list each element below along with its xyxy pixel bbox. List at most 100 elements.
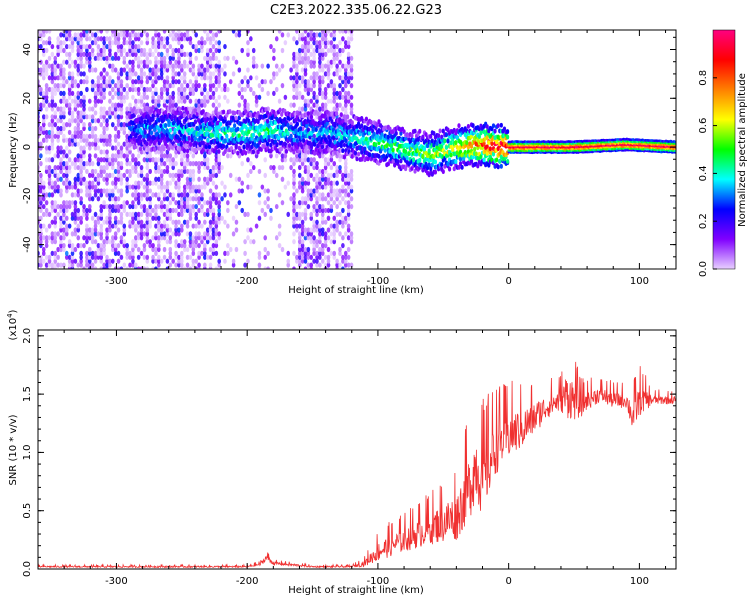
spectrogram-cell — [165, 188, 170, 194]
spectrogram-cell — [87, 43, 92, 50]
spectrogram-cell — [93, 32, 98, 38]
spectrogram-cell — [67, 36, 72, 42]
spectrogram-cell — [76, 63, 81, 69]
spectrogram-cell — [113, 196, 118, 202]
spectrogram-cell — [320, 196, 325, 202]
spectrogram-cell — [234, 227, 239, 233]
spectrogram-cell — [211, 242, 216, 249]
spectrogram-cell — [85, 168, 89, 175]
spectrogram-cell — [208, 59, 213, 65]
spectrogram-cell — [188, 235, 193, 241]
spectrogram-cell — [136, 180, 141, 186]
spectrogram-cell — [297, 83, 302, 89]
spectrogram-cell — [180, 192, 184, 198]
spectrogram-cell — [168, 153, 173, 159]
spectrogram-cell — [338, 157, 342, 163]
spectrogram-cell — [133, 102, 138, 108]
spectrogram-cell — [79, 71, 83, 77]
spectrogram-cell — [70, 36, 75, 42]
spectrogram-cell — [139, 211, 144, 217]
spectrogram-cell — [217, 30, 222, 34]
spectrogram-cell — [87, 145, 92, 151]
spectrogram-cell — [295, 63, 299, 69]
spectrogram-cell — [70, 200, 75, 206]
spectrogram-cell — [64, 102, 69, 108]
spectrogram-cell — [300, 200, 305, 206]
spectrogram-cell — [39, 172, 43, 178]
spectrogram-cell — [79, 258, 83, 264]
spectrogram-cell — [343, 110, 348, 116]
spectrogram-cell — [47, 235, 52, 241]
spectrogram-cell — [131, 215, 135, 221]
spectrogram-cell — [159, 123, 163, 129]
spectrogram-cell — [338, 211, 342, 217]
spectrogram-cell — [59, 63, 63, 69]
spectrogram-cell — [47, 168, 52, 175]
spectrogram-cell — [168, 215, 173, 221]
spectrogram-cell — [154, 266, 158, 269]
spectrogram-cell — [116, 161, 121, 167]
spectrogram-cell — [145, 180, 150, 186]
spectrogram-cell — [200, 207, 204, 214]
spectrogram-cell — [119, 219, 124, 225]
spectrogram-cell — [329, 184, 334, 190]
spectrogram-cell — [128, 86, 132, 93]
spectrogram-cell — [131, 30, 135, 34]
spectrogram-cell — [79, 114, 83, 120]
spectrogram-cell — [145, 192, 150, 198]
spectrogram-cell — [174, 223, 178, 229]
spectrogram-cell — [162, 86, 167, 93]
spectrogram-cell — [254, 223, 259, 229]
spectrogram-cell — [454, 140, 458, 145]
spectrogram-cell — [145, 219, 150, 225]
spectrogram-cell — [157, 184, 161, 190]
spectrogram-cell — [246, 172, 250, 178]
spectrogram-cell — [67, 203, 72, 210]
spectrogram-cell — [70, 242, 75, 249]
spectrogram-cell — [116, 106, 121, 112]
spectrogram-cell — [44, 71, 49, 77]
spectrogram-cell — [203, 153, 207, 159]
spectrogram-cell — [110, 196, 115, 202]
spectrogram-cell — [128, 71, 132, 77]
spectrogram-cell — [105, 157, 109, 163]
spectrogram-cell — [79, 188, 83, 194]
spectrogram-cell — [96, 118, 101, 124]
spectrogram-cell — [108, 192, 112, 198]
spectrogram-cell — [295, 67, 299, 73]
spectrogram-cell — [79, 36, 83, 42]
spectrogram-cell — [50, 79, 55, 85]
spectrogram-cell — [148, 168, 152, 175]
spectrogram-cell — [131, 94, 135, 100]
spectrogram-cell — [197, 184, 201, 190]
spectrogram-cell — [404, 135, 408, 141]
spectrogram-cell — [312, 59, 316, 65]
spectrogram-cell — [329, 157, 334, 163]
spectrogram-cell — [246, 106, 250, 112]
spectrogram-cell — [177, 203, 181, 210]
spectrogram-cell — [85, 239, 89, 245]
spectrogram-cell — [421, 153, 425, 159]
spectrogram-cell — [329, 188, 334, 194]
spectrogram-cell — [87, 157, 92, 163]
spectrogram-cell — [297, 258, 302, 264]
spectrogram-cell — [234, 32, 239, 38]
spectrogram-cell — [119, 67, 124, 73]
spectrogram-cell — [171, 231, 175, 237]
spectrogram-cell — [280, 157, 285, 163]
spectrogram-cell — [318, 86, 322, 93]
spectrogram-cell — [102, 133, 106, 139]
spectrogram-cell — [249, 239, 253, 245]
spectrogram-cell — [47, 262, 52, 268]
spectrogram-cell — [119, 239, 124, 245]
spectrogram-cell — [44, 262, 49, 268]
spectrogram-cell — [145, 55, 150, 61]
spectrogram-cell — [154, 250, 158, 256]
spectrogram-cell — [289, 75, 293, 81]
spectrogram-cell — [350, 154, 354, 159]
spectrogram-cell — [165, 239, 170, 245]
spectrogram-cell — [151, 43, 155, 50]
spectrogram-cell — [82, 153, 86, 159]
spectrogram-cell — [154, 32, 158, 38]
spectrogram-cell — [93, 102, 98, 108]
